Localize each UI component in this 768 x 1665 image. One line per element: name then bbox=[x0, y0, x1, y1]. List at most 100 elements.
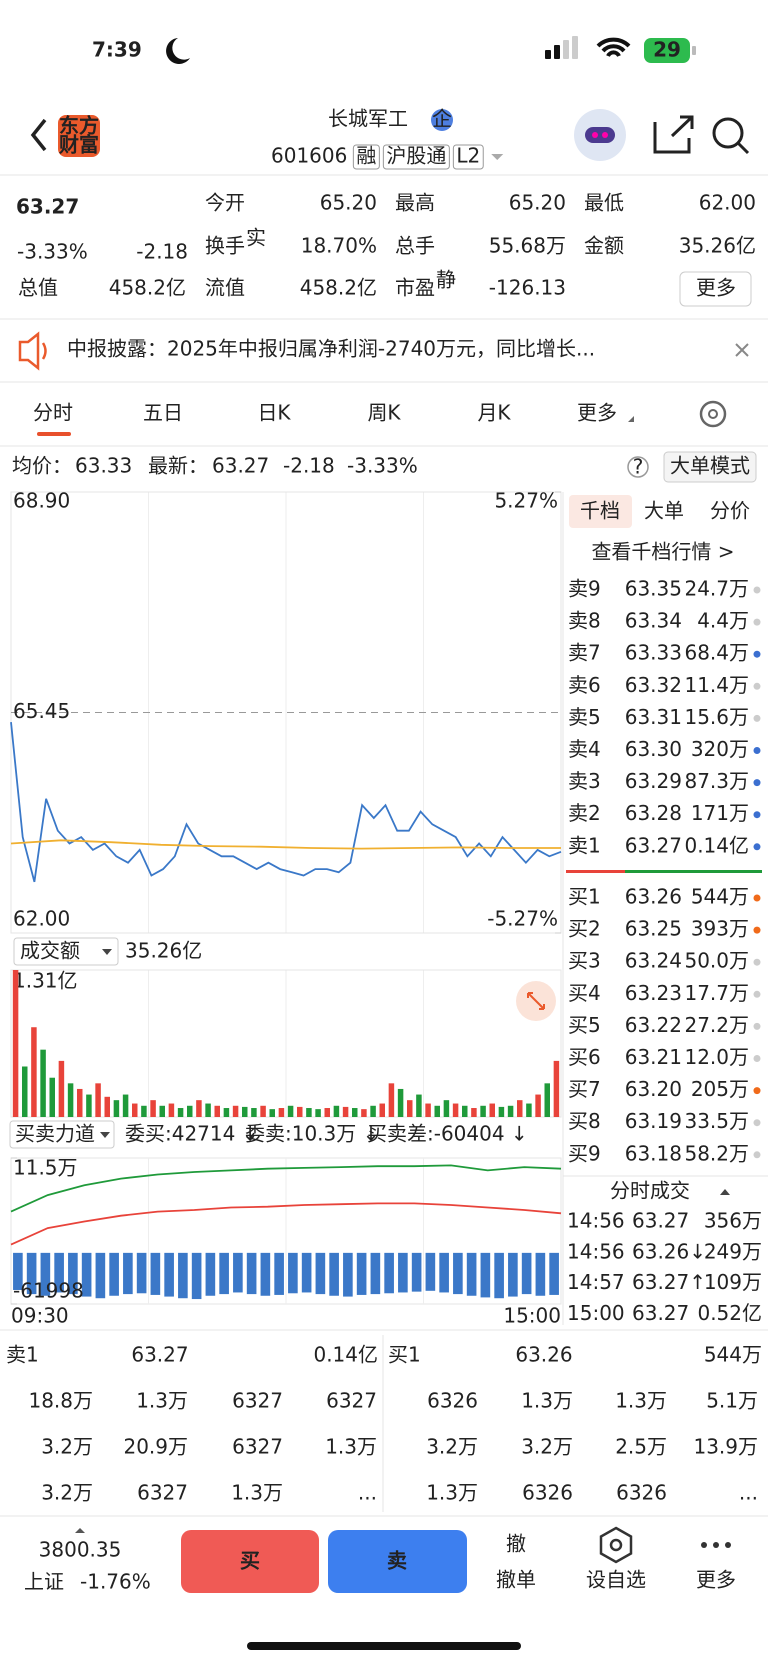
force-line bbox=[10, 1164, 562, 1213]
summary-cell: 1.3万 bbox=[325, 1435, 377, 1459]
force-title: 买卖力道 bbox=[15, 1122, 95, 1146]
stock-badge: 企 bbox=[432, 107, 452, 131]
settings-icon[interactable] bbox=[699, 400, 727, 428]
volume-bar bbox=[260, 1105, 266, 1117]
volume-bar bbox=[141, 1105, 147, 1117]
stat-label: 市盈 bbox=[395, 276, 435, 300]
book-label: 买3 bbox=[568, 949, 601, 973]
force-bar bbox=[398, 1252, 408, 1293]
volume-bar bbox=[397, 1088, 404, 1117]
search-button[interactable] bbox=[712, 117, 750, 155]
more-label[interactable]: 更多 bbox=[696, 1568, 736, 1592]
stat-label: 流值 bbox=[205, 276, 245, 300]
book-tab[interactable]: 千档 bbox=[580, 499, 620, 523]
book-label: 买5 bbox=[568, 1013, 601, 1037]
watch-icon[interactable] bbox=[599, 1526, 633, 1564]
book-volume: 58.2万 bbox=[684, 1141, 749, 1165]
book-label: 买4 bbox=[568, 981, 601, 1005]
force-bar bbox=[329, 1252, 339, 1296]
back-button[interactable] bbox=[30, 118, 47, 152]
force-bar bbox=[425, 1252, 436, 1291]
code-dropdown bbox=[491, 154, 504, 160]
app-logo bbox=[58, 115, 100, 157]
book-label: 卖4 bbox=[568, 737, 601, 761]
summary-cell: 2.5万 bbox=[615, 1435, 667, 1459]
volume-bar bbox=[12, 970, 19, 1117]
force-bar bbox=[123, 1252, 133, 1295]
selector-box[interactable] bbox=[13, 937, 119, 966]
summary-cell: 3.2万 bbox=[41, 1435, 93, 1459]
summary-cell: 18.8万 bbox=[28, 1389, 93, 1413]
trade-volume: 249万 bbox=[704, 1239, 762, 1263]
volume-bar bbox=[306, 1108, 312, 1117]
stock-tag: L2 bbox=[456, 144, 480, 168]
summary-cell: 6327 bbox=[326, 1389, 377, 1413]
help-icon[interactable] bbox=[627, 456, 649, 478]
last-price: 63.27 bbox=[16, 195, 79, 219]
book-price: 63.28 bbox=[625, 801, 682, 825]
summary-label: 卖1 bbox=[6, 1343, 39, 1367]
book-label: 卖9 bbox=[568, 577, 601, 601]
chart-tab[interactable]: 分时 bbox=[33, 401, 73, 425]
volume-bar bbox=[342, 1106, 349, 1117]
notice-text: 中报披露：2025年中报归属净利润-2740万元，同比增长... bbox=[67, 337, 595, 361]
book-label: 卖1 bbox=[568, 833, 601, 857]
buy-button[interactable] bbox=[181, 1530, 319, 1593]
force-bar bbox=[508, 1252, 518, 1297]
stat-label: 今开 bbox=[205, 191, 245, 215]
trade-time: 14:57 bbox=[567, 1270, 625, 1294]
force-bar bbox=[13, 1252, 23, 1290]
book-price: 63.20 bbox=[625, 1077, 682, 1101]
sell-button[interactable] bbox=[328, 1530, 467, 1593]
force-bar bbox=[205, 1252, 216, 1296]
volume-bar bbox=[388, 1083, 395, 1117]
summary-cell: 6326 bbox=[522, 1481, 573, 1505]
volume-bar bbox=[214, 1105, 220, 1117]
mode-button[interactable] bbox=[663, 451, 757, 483]
selector-box[interactable] bbox=[9, 1120, 115, 1149]
book-volume: 33.5万 bbox=[684, 1109, 749, 1133]
summary-price: 63.26 bbox=[515, 1343, 572, 1367]
more-button[interactable] bbox=[679, 271, 752, 307]
force-bar bbox=[274, 1252, 284, 1295]
force-bar bbox=[384, 1252, 394, 1294]
book-dot bbox=[753, 618, 761, 626]
force-bar bbox=[191, 1252, 202, 1300]
book-price: 63.33 bbox=[625, 641, 682, 665]
expand-icon[interactable] bbox=[516, 981, 556, 1021]
index-value: 3800.35 bbox=[39, 1538, 122, 1562]
chart-tab[interactable]: 月K bbox=[477, 401, 511, 425]
volume-bar bbox=[104, 1096, 110, 1117]
stat-value: 18.70% bbox=[301, 234, 377, 258]
more-dot bbox=[713, 1542, 719, 1548]
volume-bar bbox=[22, 1066, 28, 1117]
force-bar bbox=[260, 1252, 271, 1296]
volume-bar bbox=[287, 1105, 294, 1117]
force-bar bbox=[439, 1252, 449, 1293]
moon-icon bbox=[166, 38, 190, 64]
volume-bar bbox=[95, 1083, 101, 1117]
book-tab[interactable]: 分价 bbox=[710, 499, 750, 523]
volume-bar bbox=[232, 1105, 239, 1117]
chart-tab[interactable]: 日K bbox=[257, 401, 291, 425]
cancel-icon[interactable]: 撤 bbox=[506, 1532, 526, 1556]
stat-label: 最低 bbox=[584, 191, 624, 215]
chart-tab[interactable]: 周K bbox=[367, 401, 401, 425]
index-change: -1.76% bbox=[80, 1570, 151, 1594]
summary-label: 买1 bbox=[388, 1343, 421, 1367]
trade-volume: 356万 bbox=[704, 1209, 762, 1233]
volume-bar bbox=[251, 1108, 257, 1117]
book-tab[interactable]: 大单 bbox=[644, 499, 684, 523]
summary-cell: 1.3万 bbox=[426, 1481, 478, 1505]
book-dot bbox=[753, 1151, 761, 1159]
share-button[interactable] bbox=[653, 115, 694, 154]
trade-volume: 0.52亿 bbox=[697, 1301, 762, 1325]
volume-bar bbox=[407, 1100, 413, 1117]
depth-link[interactable]: 查看千档行情 > bbox=[591, 540, 734, 564]
price-line bbox=[10, 839, 561, 850]
close-notice[interactable] bbox=[735, 343, 749, 357]
chart-tab[interactable]: 更多 bbox=[577, 401, 617, 425]
chart-tab[interactable]: 五日 bbox=[143, 401, 183, 425]
sell-button-label: 卖 bbox=[387, 1549, 407, 1573]
